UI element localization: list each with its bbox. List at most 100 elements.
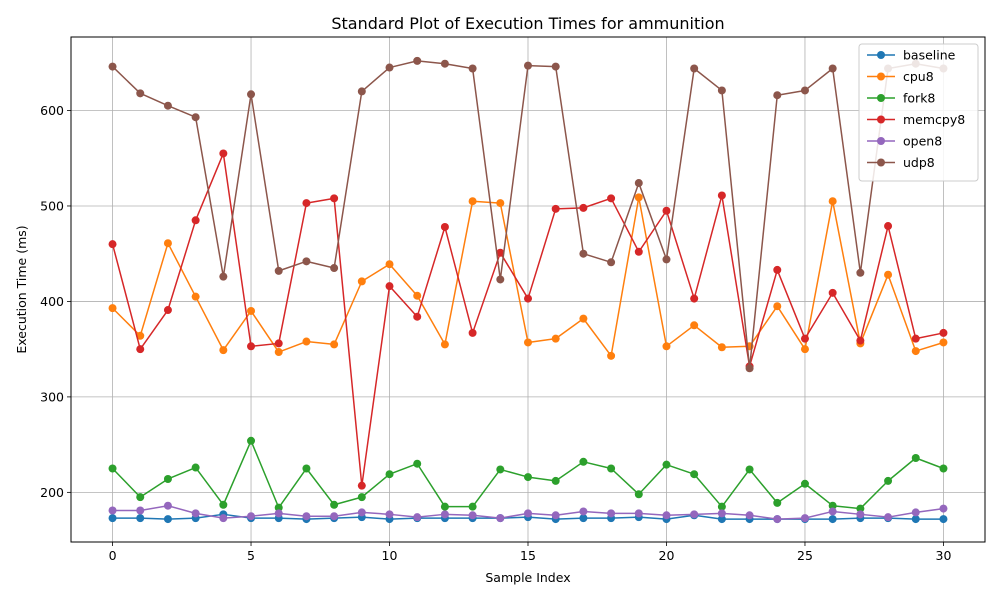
data-point: [800, 345, 809, 354]
data-point: [745, 364, 754, 373]
data-point: [468, 328, 477, 337]
data-point: [524, 61, 532, 70]
data-point: [634, 247, 643, 256]
x-tick-label: 5: [247, 548, 255, 563]
data-point: [690, 470, 699, 479]
data-point: [773, 265, 782, 274]
series-cpu8: [108, 193, 948, 360]
data-point: [385, 282, 394, 291]
data-point: [662, 460, 671, 469]
data-point: [717, 191, 726, 200]
y-tick-label: 600: [40, 103, 64, 118]
data-point: [662, 511, 671, 520]
data-point: [856, 336, 865, 345]
data-point: [191, 509, 200, 518]
data-point: [856, 504, 865, 513]
data-point: [468, 64, 477, 73]
data-point: [634, 193, 643, 202]
data-point: [191, 292, 200, 301]
data-point: [163, 306, 172, 315]
data-point: [634, 179, 643, 188]
data-point: [136, 493, 145, 502]
data-point: [385, 63, 394, 72]
legend-marker: [877, 115, 885, 124]
x-axis-label: Sample Index: [485, 570, 570, 585]
data-point: [136, 89, 145, 98]
data-point: [690, 294, 699, 303]
data-point: [662, 342, 671, 351]
y-tick-label: 300: [40, 389, 64, 404]
data-point: [884, 476, 893, 485]
data-point: [330, 194, 339, 203]
data-point: [496, 275, 505, 284]
data-point: [800, 334, 809, 343]
series-memcpy8: [108, 149, 948, 490]
data-point: [302, 464, 311, 473]
data-point: [191, 463, 200, 472]
data-point: [413, 312, 422, 321]
series-open8: [108, 501, 948, 524]
data-point: [219, 514, 228, 523]
data-point: [163, 501, 172, 510]
legend-label: cpu8: [903, 69, 934, 84]
data-point: [496, 248, 505, 257]
legend-item-fork8: fork8: [867, 91, 935, 106]
data-point: [800, 514, 809, 523]
legend-label: open8: [903, 134, 942, 149]
legend-label: memcpy8: [903, 112, 965, 127]
data-point: [939, 328, 948, 337]
data-point: [607, 351, 616, 360]
data-point: [745, 465, 754, 474]
data-point: [579, 203, 588, 212]
data-point: [247, 342, 256, 351]
data-point: [302, 257, 311, 266]
data-point: [108, 240, 117, 249]
data-point: [496, 199, 505, 208]
data-point: [690, 510, 699, 519]
data-point: [247, 436, 256, 445]
data-point: [690, 321, 699, 330]
data-point: [219, 149, 228, 158]
data-point: [717, 86, 726, 95]
y-tick-label: 500: [40, 198, 64, 213]
legend-label: baseline: [903, 48, 956, 63]
data-point: [468, 511, 477, 520]
data-point: [634, 509, 643, 518]
legend-item-open8: open8: [867, 134, 942, 149]
data-point: [302, 337, 311, 346]
data-point: [440, 59, 449, 68]
data-point: [773, 302, 782, 311]
data-point: [440, 222, 449, 231]
grid: [71, 37, 985, 542]
data-point: [274, 348, 283, 357]
data-point: [773, 498, 782, 507]
data-point: [634, 490, 643, 499]
data-point: [219, 500, 228, 509]
data-point: [219, 346, 228, 355]
legend-marker: [877, 158, 885, 167]
data-point: [357, 508, 366, 517]
x-tick-label: 20: [659, 548, 675, 563]
data-point: [357, 481, 366, 490]
data-point: [468, 197, 477, 206]
data-point: [579, 457, 588, 466]
data-point: [828, 288, 837, 297]
data-point: [357, 493, 366, 502]
data-point: [662, 206, 671, 215]
data-point: [163, 474, 172, 483]
legend-item-cpu8: cpu8: [867, 69, 934, 84]
data-point: [136, 506, 145, 515]
data-point: [247, 90, 256, 99]
data-point: [911, 334, 920, 343]
data-point: [745, 511, 754, 520]
series-fork8: [108, 436, 948, 513]
data-point: [607, 258, 616, 267]
data-point: [800, 86, 809, 95]
data-point: [717, 509, 726, 518]
data-point: [136, 345, 145, 354]
x-tick-label: 0: [109, 548, 117, 563]
data-point: [551, 62, 560, 71]
legend-label: udp8: [903, 155, 935, 170]
data-point: [357, 277, 366, 286]
